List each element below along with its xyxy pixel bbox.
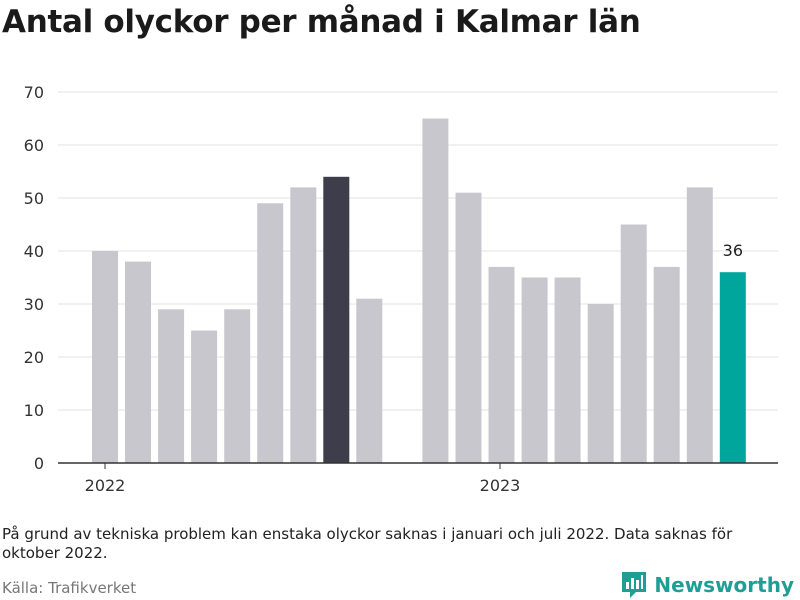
bar-2023-03 [554,277,581,463]
bar-2022-09 [356,298,383,463]
y-tick-label: 30 [24,295,44,314]
bar-2022-11 [422,118,449,463]
x-axis-ticks: 2022 2023 [85,463,521,495]
bar-2023-01 [488,266,515,463]
bar-2023-04 [587,304,614,463]
y-axis-ticks: 0 10 20 30 40 50 60 70 [24,83,44,473]
bar-2022-05 [224,309,251,463]
bar-2022-04 [191,330,218,463]
bar-2022-06 [257,203,284,464]
bar-chart-logo-icon [622,572,647,598]
brand-logo[interactable]: Newsworthy [620,570,794,600]
x-tick-label: 2022 [85,476,126,495]
y-tick-label: 0 [34,454,44,473]
bar-2023-02 [521,277,548,463]
bar-chart: 0 10 20 30 40 50 60 70 2022 2023 36 [24,83,778,495]
y-tick-label: 50 [24,189,44,208]
data-labels: 36 [723,241,743,260]
bar-2022-12 [455,192,482,463]
data-label: 36 [723,241,743,260]
y-tick-label: 20 [24,348,44,367]
y-tick-label: 10 [24,401,44,420]
y-tick-label: 60 [24,136,44,155]
bar-2023-05 [620,224,647,463]
y-tick-label: 40 [24,242,44,261]
brand-name: Newsworthy [654,573,794,597]
x-tick-label: 2023 [480,476,521,495]
footnote: På grund av tekniska problem kan enstaka… [2,525,733,562]
bar-2022-01 [92,251,118,463]
bar-2022-07 [290,187,317,463]
source-credit: Källa: Trafikverket [2,579,137,597]
bar-2022-02 [125,261,151,463]
bar-2023-07 [686,187,713,463]
y-tick-label: 70 [24,83,44,102]
bar-2023-06 [653,266,680,463]
bar-2022-03 [158,309,185,463]
bar-2022-08 [323,176,350,464]
chart-title: Antal olyckor per månad i Kalmar län [2,4,641,40]
bars [92,118,746,464]
bar-2023-08 [719,272,746,463]
